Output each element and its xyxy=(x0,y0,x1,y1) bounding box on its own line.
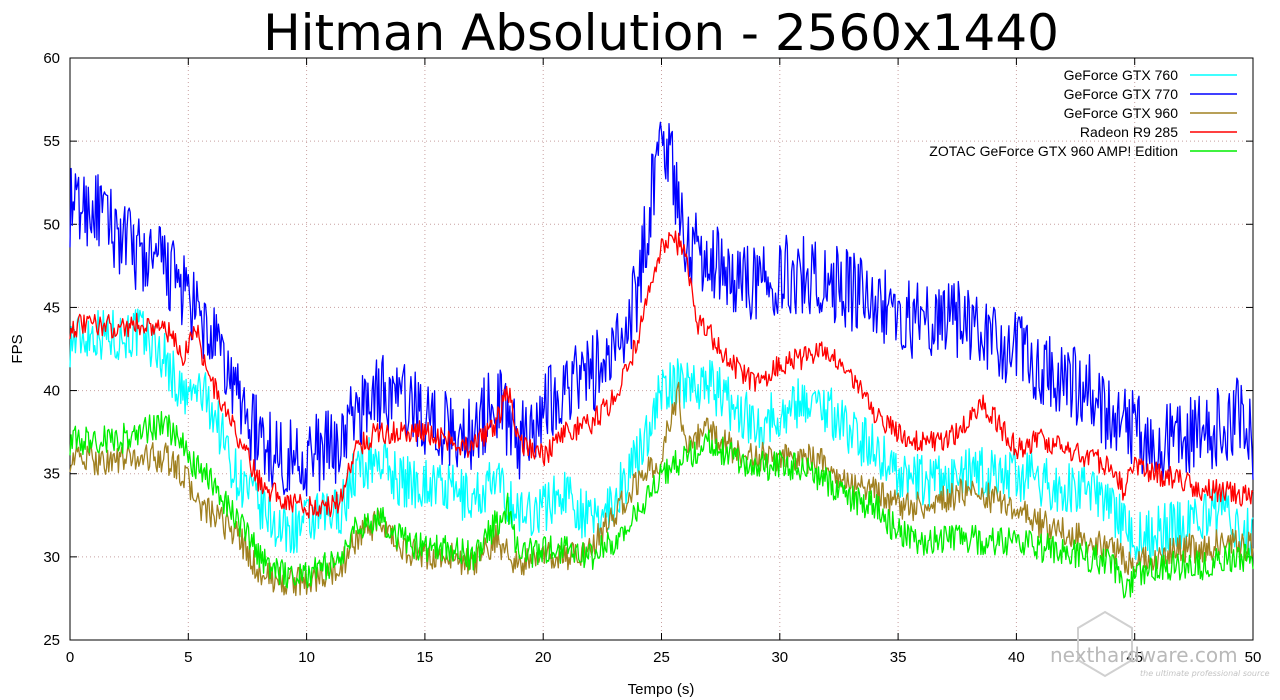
series-line-2 xyxy=(69,121,1254,497)
x-tick-label: 15 xyxy=(417,649,434,666)
legend: GeForce GTX 760 GeForce GTX 770 GeForce GT… xyxy=(929,67,1237,159)
watermark-subtitle: the ultimate professional source xyxy=(1140,669,1270,678)
y-axis-label: FPS xyxy=(9,334,26,363)
series-line-3 xyxy=(69,381,1254,597)
y-tick-label: 35 xyxy=(43,466,60,483)
legend-label: ZOTAC GeForce GTX 960 AMP! Edition xyxy=(929,143,1178,159)
x-tick-label: 0 xyxy=(66,649,74,666)
watermark-logo-icon xyxy=(1077,610,1133,678)
series-line-1 xyxy=(69,308,1254,564)
y-tick-label: 60 xyxy=(43,50,60,67)
legend-label: GeForce GTX 770 xyxy=(1064,86,1179,102)
chart-title: Hitman Absolution - 2560x1440 xyxy=(263,4,1059,62)
series-line-5 xyxy=(69,410,1254,599)
y-tick-label: 25 xyxy=(43,632,60,649)
legend-label: Radeon R9 285 xyxy=(1080,124,1178,140)
x-tick-label: 10 xyxy=(298,649,315,666)
x-axis-label: Tempo (s) xyxy=(628,681,695,698)
series-group xyxy=(69,121,1254,599)
y-tick-label: 40 xyxy=(43,383,60,400)
y-tick-label: 30 xyxy=(43,549,60,566)
x-tick-label: 50 xyxy=(1245,649,1262,666)
x-tick-label: 40 xyxy=(1008,649,1025,666)
x-tick-label: 25 xyxy=(653,649,670,666)
x-tick-label: 20 xyxy=(535,649,552,666)
y-tick-label: 50 xyxy=(43,216,60,233)
y-tick-label: 45 xyxy=(43,299,60,316)
y-tick-label: 55 xyxy=(43,133,60,150)
watermark-text: nexthardware.com xyxy=(1050,643,1238,667)
legend-label: GeForce GTX 960 xyxy=(1064,105,1179,121)
series-line-4 xyxy=(69,230,1254,519)
legend-label: GeForce GTX 760 xyxy=(1064,67,1179,83)
x-tick-label: 30 xyxy=(771,649,788,666)
x-tick-label: 5 xyxy=(184,649,192,666)
x-tick-label: 35 xyxy=(890,649,907,666)
watermark: nexthardware.com the ultimate profession… xyxy=(1050,610,1270,678)
